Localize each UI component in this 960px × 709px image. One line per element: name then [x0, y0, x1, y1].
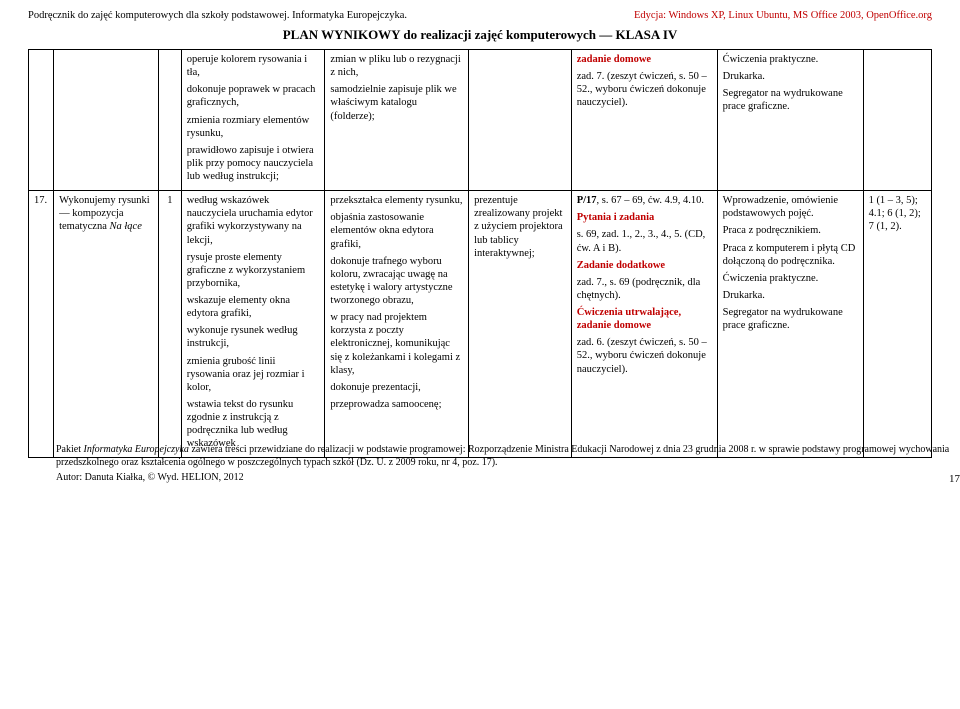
footer-note: Pakiet Informatyka Europejczyka zawiera …: [56, 444, 960, 469]
para: samodzielnie zapisuje plik we właściwym …: [330, 83, 463, 122]
para: przeprowadza samoocenę;: [330, 398, 463, 411]
cell-references: P/17, s. 67 – 69, ćw. 4.9, 4.10. Pytania…: [571, 191, 717, 458]
para: zmienia rozmiary elementów rysunku,: [187, 114, 320, 140]
footer-author: Autor: Danuta Kiałka, © Wyd. HELION, 201…: [56, 472, 960, 485]
cell-topic: Wykonujemy rysunki — kompozycja tematycz…: [54, 191, 159, 458]
topic-italic: Na łące: [110, 221, 142, 232]
cell-skills-basic: według wskazówek nauczyciela uruchamia e…: [181, 191, 325, 458]
para: prawidłowo zapisuje i otwiera plik przy …: [187, 144, 320, 183]
footer-text: Pakiet: [56, 444, 84, 455]
cell-references: zadanie domowe zad. 7. (zeszyt ćwiczeń, …: [571, 50, 717, 191]
para: zmienia grubość linii rysowania oraz jej…: [187, 355, 320, 394]
cell-standards: [863, 50, 931, 191]
para: wykonuje rysunek według instrukcji,: [187, 324, 320, 350]
ref-heading: Pytania i zadania: [577, 212, 655, 223]
para: zad. 7., s. 69 (podręcznik, dla chętnych…: [577, 276, 712, 302]
cell-skills-above: [469, 50, 572, 191]
para: dokonuje prezentacji,: [330, 381, 463, 394]
para: Ćwiczenia praktyczne.: [723, 53, 858, 66]
footer-text: zawiera treści przewidziane do realizacj…: [56, 444, 949, 468]
table-row: operuje kolorem rysowania i tła, dokonuj…: [29, 50, 932, 191]
cell-skills-ext: zmian w pliku lub o rezygnacji z nich, s…: [325, 50, 469, 191]
cell-methods: Wprowadzenie, omówienie podstawowych poj…: [717, 191, 863, 458]
para: rysuje proste elementy graficzne z wykor…: [187, 251, 320, 290]
cell-topic: [54, 50, 159, 191]
para: 1 (1 – 3, 5); 4.1; 6 (1, 2); 7 (1, 2).: [869, 194, 926, 233]
cell-skills-above: prezentuje zrealizowany projekt z użycie…: [469, 191, 572, 458]
para: Segregator na wydrukowane prace graficzn…: [723, 87, 858, 113]
para: prezentuje zrealizowany projekt z użycie…: [474, 194, 566, 260]
ref-code: P/17: [577, 195, 597, 206]
cell-hours: [158, 50, 181, 191]
cell-methods: Ćwiczenia praktyczne. Drukarka. Segregat…: [717, 50, 863, 191]
page-footer: Pakiet Informatyka Europejczyka zawiera …: [56, 444, 960, 485]
page-header: Podręcznik do zajęć komputerowych dla sz…: [28, 10, 932, 21]
para: wstawia tekst do rysunku zgodnie z instr…: [187, 398, 320, 451]
header-left: Podręcznik do zajęć komputerowych dla sz…: [28, 10, 407, 21]
plan-table: operuje kolorem rysowania i tła, dokonuj…: [28, 49, 932, 458]
header-right: Edycja: Windows XP, Linux Ubuntu, MS Off…: [634, 10, 932, 21]
footer-italic: Informatyka Europejczyka: [84, 444, 189, 455]
table-row: 17. Wykonujemy rysunki — kompozycja tema…: [29, 191, 932, 458]
cell-hours: 1: [158, 191, 181, 458]
para: Praca z podręcznikiem.: [723, 224, 858, 237]
para: Ćwiczenia praktyczne.: [723, 272, 858, 285]
para: zad. 7. (zeszyt ćwiczeń, s. 50 – 52., wy…: [577, 70, 712, 109]
ref-heading: zadanie domowe: [577, 54, 651, 65]
para: zad. 6. (zeszyt ćwiczeń, s. 50 – 52., wy…: [577, 336, 712, 375]
ref-detail: , s. 67 – 69, ćw. 4.9, 4.10.: [597, 195, 705, 206]
cell-num: [29, 50, 54, 191]
para: dokonuje poprawek w pracach graficznych,: [187, 83, 320, 109]
para: Segregator na wydrukowane prace graficzn…: [723, 306, 858, 332]
ref-heading: Ćwiczenia utrwalające, zadanie domowe: [577, 307, 681, 331]
para: objaśnia zastosowanie elementów okna edy…: [330, 211, 463, 250]
page-number: 17: [949, 473, 960, 487]
cell-standards: 1 (1 – 3, 5); 4.1; 6 (1, 2); 7 (1, 2).: [863, 191, 931, 458]
para: Drukarka.: [723, 70, 858, 83]
cell-skills-ext: przekształca elementy rysunku, objaśnia …: [325, 191, 469, 458]
cell-num: 17.: [29, 191, 54, 458]
para: Drukarka.: [723, 289, 858, 302]
para: Wprowadzenie, omówienie podstawowych poj…: [723, 194, 858, 220]
para: według wskazówek nauczyciela uruchamia e…: [187, 194, 320, 247]
para: wskazuje elementy okna edytora grafiki,: [187, 294, 320, 320]
para: dokonuje trafnego wyboru koloru, zwracaj…: [330, 255, 463, 308]
cell-skills-basic: operuje kolorem rysowania i tła, dokonuj…: [181, 50, 325, 191]
para: operuje kolorem rysowania i tła,: [187, 53, 320, 79]
para: przekształca elementy rysunku,: [330, 194, 463, 207]
para: w pracy nad projektem korzysta z poczty …: [330, 311, 463, 377]
ref-heading: Zadanie dodatkowe: [577, 260, 665, 271]
para: Praca z komputerem i płytą CD dołączoną …: [723, 242, 858, 268]
para: zmian w pliku lub o rezygnacji z nich,: [330, 53, 463, 79]
para: s. 69, zad. 1., 2., 3., 4., 5. (CD, ćw. …: [577, 228, 712, 254]
page-title: PLAN WYNIKOWY do realizacji zajęć komput…: [28, 27, 932, 43]
